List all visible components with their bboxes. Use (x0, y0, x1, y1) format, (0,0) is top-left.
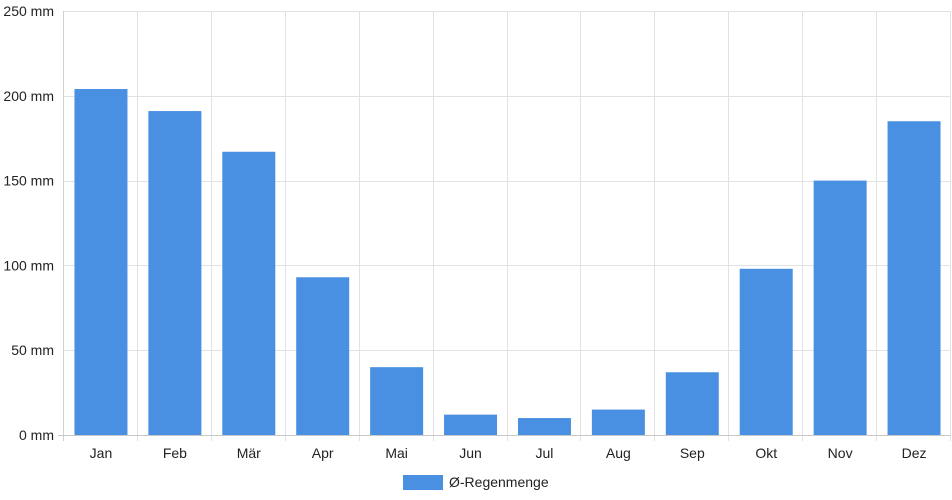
bar-okt[interactable] (739, 268, 793, 435)
x-tick-label: Nov (828, 445, 853, 461)
grid (64, 11, 951, 441)
x-tick-label: Jan (90, 445, 113, 461)
x-tick-label: Apr (312, 445, 334, 461)
y-tick-label: 0 mm (19, 427, 54, 443)
legend-label: Ø-Regenmenge (449, 474, 549, 490)
y-tick-label: 50 mm (11, 342, 54, 358)
bar-apr[interactable] (296, 277, 350, 435)
y-tick-label: 250 mm (3, 3, 54, 19)
bar-aug[interactable] (591, 409, 645, 435)
x-tick-label: Mär (237, 445, 261, 461)
y-tick-label: 100 mm (3, 257, 54, 273)
y-tick-label: 200 mm (3, 88, 54, 104)
bar-dez[interactable] (887, 121, 941, 436)
bar-jun[interactable] (444, 414, 498, 435)
x-axis-ticks: Jan Feb Mär Apr Mai Jun Jul Aug Sep Okt Nov Dez (90, 445, 927, 461)
x-tick-label: Sep (680, 445, 705, 461)
bar-sep[interactable] (665, 372, 719, 435)
x-tick-label: Jun (459, 445, 482, 461)
bar-nov[interactable] (813, 180, 867, 435)
y-axis-ticks: 0 mm 50 mm 100 mm 150 mm 200 mm 250 mm (3, 3, 54, 443)
bar-feb[interactable] (148, 111, 202, 435)
bar-series (74, 89, 941, 436)
bar-mai[interactable] (370, 367, 424, 435)
legend[interactable]: Ø-Regenmenge (403, 474, 549, 490)
legend-swatch (403, 475, 443, 490)
x-tick-label: Dez (902, 445, 927, 461)
bar-jan[interactable] (74, 89, 128, 436)
x-tick-label: Aug (606, 445, 631, 461)
bar-mär[interactable] (222, 151, 276, 435)
bar-jul[interactable] (517, 418, 571, 435)
x-tick-label: Mai (385, 445, 408, 461)
y-tick-label: 150 mm (3, 173, 54, 189)
x-tick-label: Okt (755, 445, 777, 461)
axes (58, 11, 951, 441)
x-tick-label: Feb (163, 445, 187, 461)
x-tick-label: Jul (536, 445, 554, 461)
